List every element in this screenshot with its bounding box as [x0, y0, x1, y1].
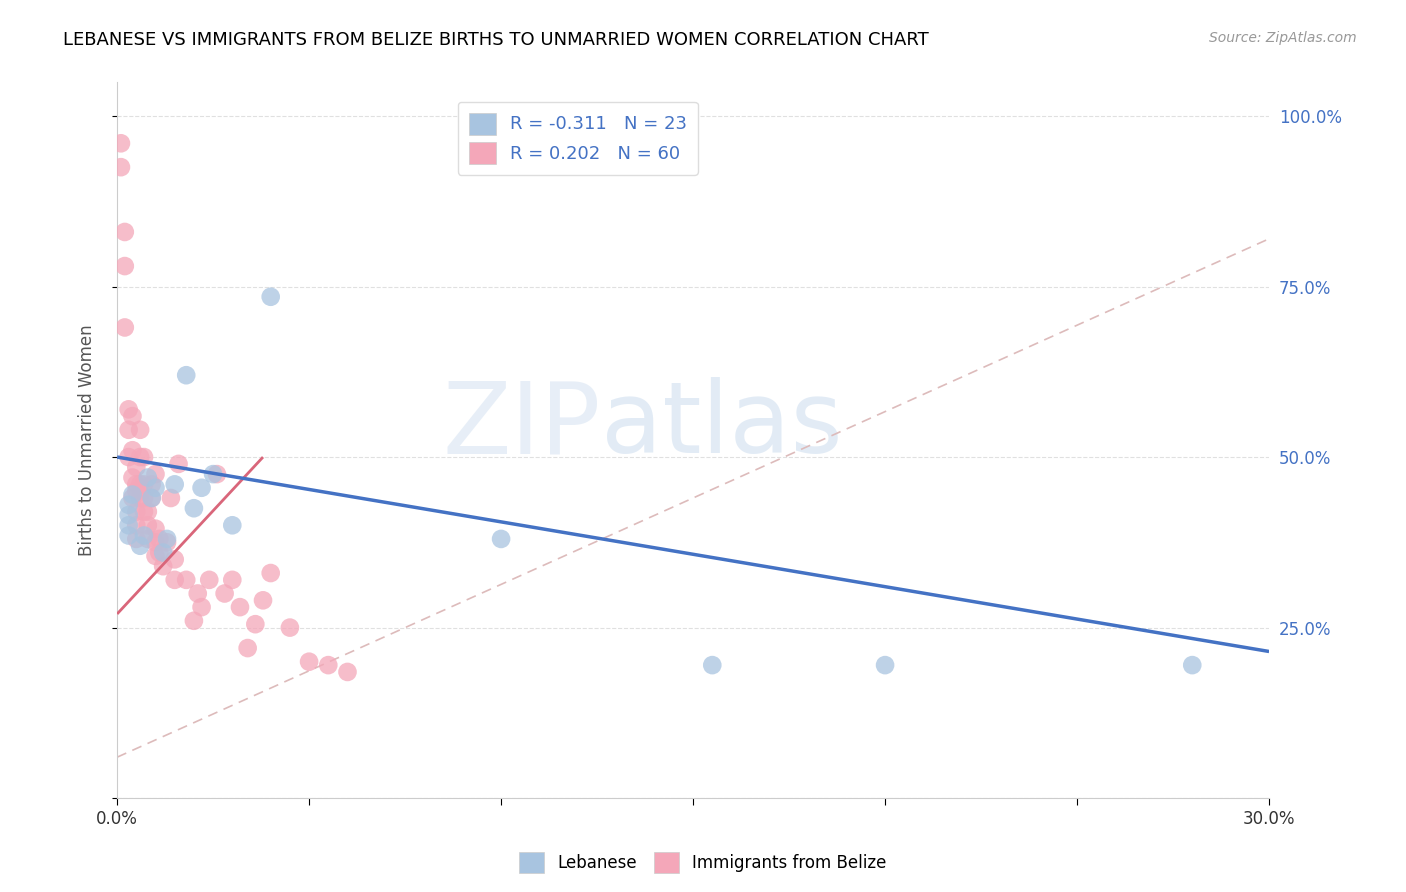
Point	[336, 665, 359, 679]
Point	[125, 477, 148, 491]
Point	[252, 593, 274, 607]
Point	[141, 491, 163, 505]
Point	[152, 559, 174, 574]
Point	[141, 477, 163, 491]
Text: ZIP: ZIP	[443, 377, 600, 475]
Legend: R = -0.311   N = 23, R = 0.202   N = 60: R = -0.311 N = 23, R = 0.202 N = 60	[458, 102, 697, 175]
Point	[114, 225, 136, 239]
Point	[148, 532, 170, 546]
Point	[278, 621, 301, 635]
Point	[136, 505, 159, 519]
Point	[221, 573, 243, 587]
Point	[174, 573, 197, 587]
Point	[125, 505, 148, 519]
Point	[117, 518, 139, 533]
Point	[136, 532, 159, 546]
Point	[117, 528, 139, 542]
Point	[145, 467, 167, 482]
Point	[132, 450, 155, 464]
Point	[117, 498, 139, 512]
Point	[117, 402, 139, 417]
Point	[245, 617, 267, 632]
Point	[183, 501, 205, 516]
Point	[121, 491, 143, 505]
Y-axis label: Births to Unmarried Women: Births to Unmarried Women	[79, 324, 96, 556]
Point	[163, 552, 186, 566]
Point	[260, 290, 283, 304]
Text: Source: ZipAtlas.com: Source: ZipAtlas.com	[1209, 31, 1357, 45]
Point	[129, 450, 152, 464]
Point	[132, 477, 155, 491]
Point	[202, 467, 225, 482]
Point	[121, 443, 143, 458]
Point	[163, 573, 186, 587]
Point	[129, 423, 152, 437]
Point	[190, 600, 212, 615]
Text: LEBANESE VS IMMIGRANTS FROM BELIZE BIRTHS TO UNMARRIED WOMEN CORRELATION CHART: LEBANESE VS IMMIGRANTS FROM BELIZE BIRTH…	[63, 31, 929, 49]
Point	[198, 573, 221, 587]
Point	[163, 477, 186, 491]
Point	[160, 491, 183, 505]
Point	[152, 545, 174, 559]
Point	[114, 259, 136, 273]
Point	[489, 532, 512, 546]
Point	[145, 535, 167, 549]
Point	[187, 586, 209, 600]
Point	[132, 528, 155, 542]
Point	[121, 470, 143, 484]
Point	[125, 532, 148, 546]
Legend: Lebanese, Immigrants from Belize: Lebanese, Immigrants from Belize	[513, 846, 893, 880]
Point	[117, 508, 139, 522]
Point	[141, 491, 163, 505]
Point	[316, 658, 339, 673]
Point	[117, 423, 139, 437]
Point	[148, 545, 170, 559]
Point	[702, 658, 724, 673]
Point	[145, 481, 167, 495]
Point	[129, 477, 152, 491]
Point	[236, 641, 259, 656]
Point	[1181, 658, 1204, 673]
Point	[183, 614, 205, 628]
Point	[132, 505, 155, 519]
Point	[125, 460, 148, 475]
Point	[156, 532, 179, 546]
Point	[114, 320, 136, 334]
Point	[121, 487, 143, 501]
Point	[132, 491, 155, 505]
Point	[229, 600, 252, 615]
Point	[121, 409, 143, 424]
Point	[221, 518, 243, 533]
Point	[129, 539, 152, 553]
Point	[875, 658, 897, 673]
Point	[167, 457, 190, 471]
Text: atlas: atlas	[600, 377, 842, 475]
Point	[145, 549, 167, 563]
Point	[174, 368, 197, 383]
Point	[205, 467, 228, 482]
Point	[190, 481, 212, 495]
Point	[156, 535, 179, 549]
Point	[110, 136, 132, 151]
Point	[129, 491, 152, 505]
Point	[136, 470, 159, 484]
Point	[125, 518, 148, 533]
Point	[260, 566, 283, 580]
Point	[214, 586, 236, 600]
Point	[125, 484, 148, 499]
Point	[298, 655, 321, 669]
Point	[145, 522, 167, 536]
Point	[136, 518, 159, 533]
Point	[117, 450, 139, 464]
Point	[110, 160, 132, 174]
